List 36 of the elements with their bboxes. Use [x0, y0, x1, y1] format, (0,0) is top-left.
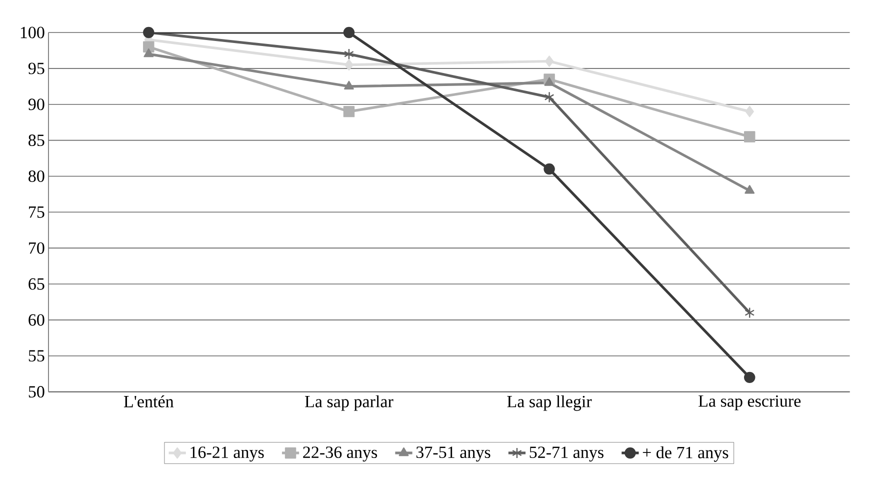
point	[344, 59, 354, 71]
point	[745, 106, 754, 118]
y-tick-label: 90	[28, 98, 44, 110]
y-tick-label: 100	[20, 26, 44, 38]
y-tick-label: 55	[28, 350, 44, 362]
point	[144, 48, 154, 58]
point	[143, 41, 154, 53]
x-tick-label: La sap parlar	[304, 395, 394, 411]
point	[344, 48, 354, 60]
point	[744, 185, 755, 194]
legend-label: 22-36 anys	[303, 446, 378, 462]
point	[544, 163, 555, 175]
point	[343, 106, 355, 118]
legend-label: + de 71 anys	[642, 446, 728, 462]
point	[344, 80, 354, 90]
point	[744, 372, 756, 384]
point	[544, 56, 554, 67]
y-tick-label: 70	[29, 242, 44, 254]
x-tick-label: L'entén	[124, 395, 174, 408]
legend-label: 52-71 anys	[530, 446, 604, 462]
y-tick-label: 75	[29, 206, 44, 218]
point	[744, 131, 756, 142]
y-tick-label: 95	[28, 62, 44, 74]
x-tick-label: La sap llegir	[507, 395, 592, 411]
x-tick-label: La sap escriure	[698, 395, 801, 410]
legend-label: 37-51 anys	[416, 446, 490, 462]
point	[343, 26, 355, 38]
point	[544, 92, 554, 103]
y-tick-label: 80	[28, 170, 44, 182]
y-tick-label: 65	[28, 278, 44, 290]
point	[544, 77, 554, 86]
y-tick-label: 60	[28, 314, 44, 326]
y-tick-label: 50	[28, 386, 44, 398]
legend-label: 16-21 anys	[190, 446, 264, 462]
y-tick-label: 85	[28, 134, 44, 146]
point	[744, 307, 755, 318]
